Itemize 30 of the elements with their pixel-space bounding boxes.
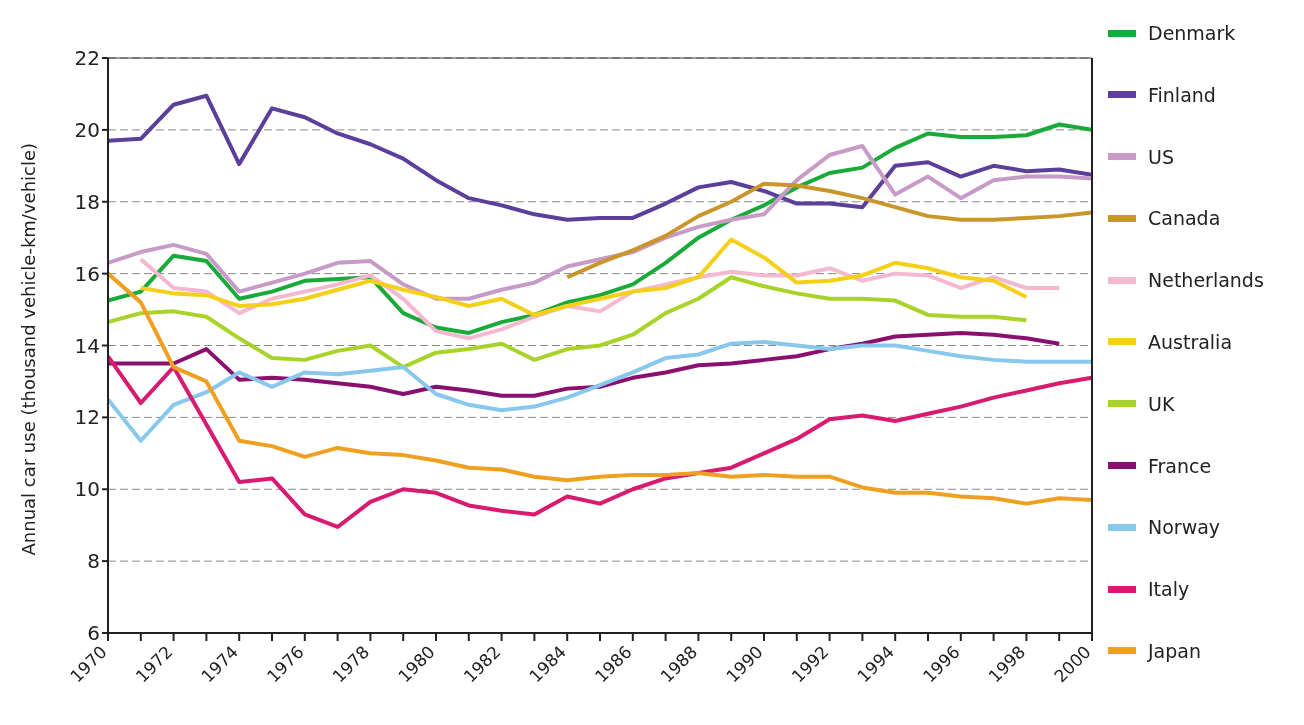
y-tick-label: 22	[74, 46, 100, 71]
legend-label: US	[1148, 145, 1174, 168]
line-series	[108, 275, 1029, 370]
legend-label: Netherlands	[1148, 269, 1264, 292]
line-series	[108, 93, 1092, 222]
line-series	[108, 354, 1092, 529]
legend-label: Finland	[1148, 83, 1216, 106]
legend-label: UK	[1148, 392, 1175, 415]
y-tick-label: 10	[74, 477, 100, 502]
line-series	[565, 181, 1092, 280]
legend-label: Denmark	[1148, 22, 1236, 44]
y-tick-label: 12	[74, 405, 100, 430]
line-series	[108, 144, 1092, 301]
legend-label: Australia	[1148, 330, 1233, 353]
line-series	[138, 237, 1029, 317]
legend-label: Italy	[1148, 578, 1190, 601]
legend-label: France	[1148, 454, 1212, 477]
y-tick-label: 6	[87, 621, 100, 646]
y-tick-label: 8	[87, 549, 100, 574]
line-series	[108, 271, 1092, 506]
y-tick-label: 14	[74, 333, 100, 358]
legend-label: Canada	[1148, 207, 1221, 230]
line-series	[108, 330, 1062, 398]
legend-label: Japan	[1148, 639, 1201, 662]
line-series	[108, 339, 1092, 443]
legend-label: Norway	[1148, 516, 1221, 539]
y-tick-label: 18	[74, 189, 100, 214]
y-tick-label: 20	[74, 117, 100, 142]
y-axis-title: Annual car use (thousand vehicle-km/vehicle)	[18, 142, 40, 556]
y-tick-label: 16	[74, 261, 100, 286]
